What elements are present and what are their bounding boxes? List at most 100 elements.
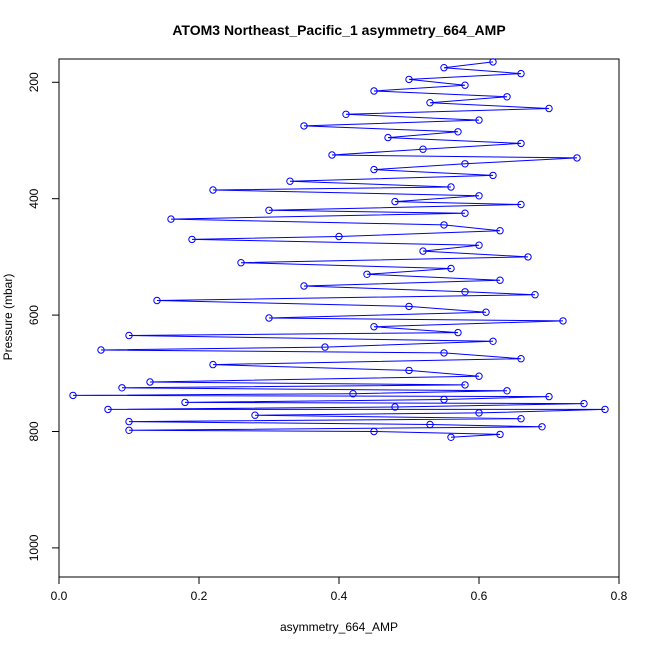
data-point: [419, 247, 427, 255]
data-point: [405, 75, 413, 84]
data-point: [489, 171, 497, 180]
data-point: [447, 433, 455, 441]
x-tick-label: 0.4: [331, 589, 348, 603]
data-point: [517, 139, 525, 148]
data-point: [153, 296, 161, 305]
data-point: [517, 355, 525, 363]
data-point: [454, 128, 462, 136]
data-point: [601, 405, 609, 414]
data-point: [363, 270, 371, 278]
data-point: [426, 420, 434, 429]
data-series: [69, 58, 609, 441]
data-point: [440, 349, 448, 357]
data-point: [461, 381, 469, 389]
data-point: [426, 99, 434, 107]
x-tick-label: 0.6: [471, 589, 488, 603]
data-point: [335, 232, 343, 241]
y-tick-label: 400: [27, 188, 41, 208]
data-point: [370, 165, 378, 174]
y-tick-label: 600: [27, 305, 41, 325]
data-point: [405, 302, 413, 311]
data-point: [209, 186, 217, 194]
y-axis-label: Pressure (mbar): [1, 274, 15, 361]
data-point: [300, 282, 308, 290]
data-point: [300, 122, 308, 130]
data-point: [349, 390, 357, 398]
data-point: [167, 215, 175, 223]
data-point: [461, 209, 469, 217]
data-point: [559, 317, 567, 325]
data-point: [125, 426, 133, 434]
y-axis: 200 400 600 800 1000: [27, 72, 59, 561]
y-tick-label: 1000: [27, 534, 41, 561]
data-point: [447, 183, 455, 191]
data-point: [125, 331, 133, 340]
data-point: [524, 253, 532, 261]
y-tick-label: 800: [27, 421, 41, 441]
data-point: [265, 206, 273, 215]
data-point: [188, 235, 196, 244]
data-point: [440, 221, 448, 229]
data-point: [391, 403, 399, 411]
data-point: [328, 151, 336, 159]
data-point: [370, 323, 378, 331]
data-point: [580, 399, 588, 408]
x-axis: 0.0 0.2 0.4 0.6 0.8: [51, 577, 628, 603]
data-point: [503, 387, 511, 395]
data-point: [489, 337, 497, 345]
data-point: [118, 384, 126, 392]
data-point: [447, 264, 455, 273]
data-point: [461, 81, 469, 89]
data-point: [517, 200, 525, 209]
data-point: [342, 110, 350, 119]
data-point: [454, 328, 462, 337]
data-point: [265, 314, 273, 322]
x-tick-label: 0.0: [51, 589, 68, 603]
chart-title: ATOM3 Northeast_Pacific_1 asymmetry_664_…: [172, 22, 505, 38]
data-point: [237, 259, 245, 267]
data-point: [475, 372, 483, 380]
data-point: [461, 288, 469, 296]
data-point: [517, 415, 525, 423]
x-tick-label: 0.8: [611, 589, 628, 603]
data-point: [440, 395, 448, 404]
data-point: [475, 409, 483, 417]
data-point: [573, 154, 581, 162]
data-point: [286, 177, 294, 185]
data-point: [538, 423, 546, 431]
plot-frame: [58, 58, 620, 578]
data-point: [391, 197, 399, 206]
data-point: [146, 378, 154, 386]
data-point: [370, 87, 378, 95]
data-point: [545, 392, 553, 401]
data-point: [503, 93, 511, 101]
y-tick-label: 200: [27, 72, 41, 92]
data-point: [475, 241, 483, 249]
data-point: [496, 276, 504, 284]
data-point: [104, 405, 112, 414]
x-axis-label: asymmetry_664_AMP: [280, 620, 398, 634]
data-point: [405, 366, 413, 375]
data-point: [181, 398, 189, 407]
data-point: [496, 227, 504, 235]
x-tick-label: 0.2: [191, 589, 208, 603]
data-point: [384, 133, 392, 142]
series-line: [72, 61, 606, 438]
data-point: [97, 346, 105, 354]
data-point: [482, 308, 490, 316]
data-point: [489, 58, 497, 66]
data-point: [321, 343, 329, 351]
data-point: [496, 430, 504, 439]
data-point: [125, 417, 133, 426]
data-point: [69, 391, 77, 400]
data-point: [475, 192, 483, 200]
data-point: [517, 69, 525, 78]
data-point: [531, 291, 539, 299]
data-point: [545, 104, 553, 113]
data-point: [209, 360, 217, 369]
data-point: [461, 160, 469, 168]
data-point: [475, 116, 483, 124]
data-point: [370, 427, 378, 436]
